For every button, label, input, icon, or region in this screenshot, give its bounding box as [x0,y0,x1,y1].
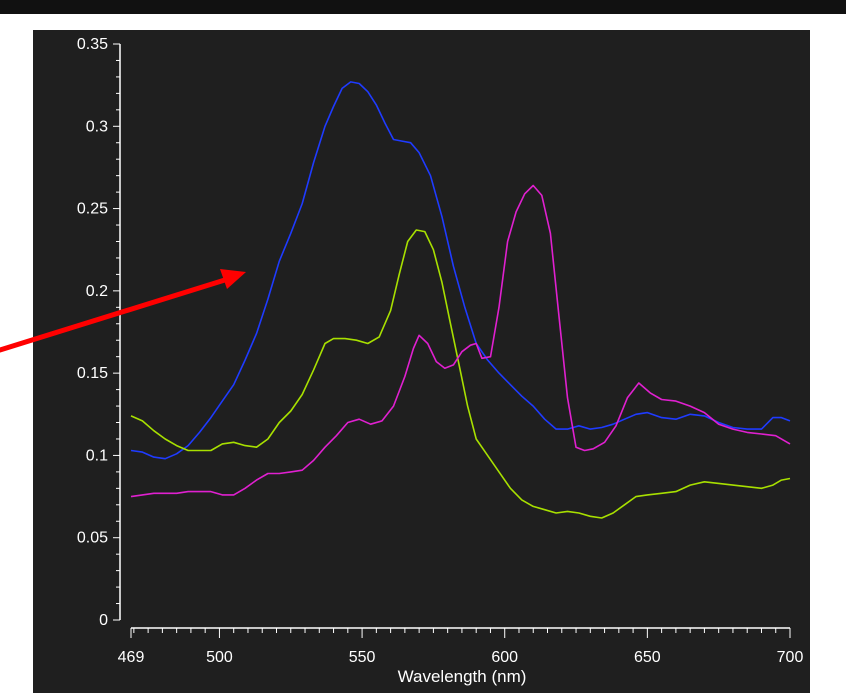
y-tick-label: 0.35 [77,36,108,53]
x-tick-label: 469 [118,649,145,666]
y-tick-label: 0.1 [86,447,108,464]
x-tick-label: 700 [777,649,804,666]
y-axis-ticks: 0 0.05 0.1 0.15 0.2 0.25 0.3 0.35 [77,36,120,629]
y-tick-label: 0.2 [86,283,108,300]
x-axis-title: Wavelength (nm) [398,667,527,686]
y-tick-label: 0.15 [77,365,108,382]
x-tick-label: 500 [206,649,233,666]
y-tick-label: 0.25 [77,201,108,218]
plot-background [33,30,810,693]
x-tick-label: 550 [349,649,376,666]
x-axis-ticks: 469 500 550 600 650 700 [118,628,804,666]
y-tick-label: 0 [99,612,108,629]
y-tick-label: 0.3 [86,118,108,135]
series-line-2 [130,229,791,519]
y-tick-label: 0.05 [77,530,108,547]
annotation-arrow [0,269,246,353]
series-line-1 [130,81,791,460]
cropped-heading-strip [0,0,846,14]
series-layer [130,81,791,519]
x-tick-label: 600 [491,649,518,666]
x-tick-label: 650 [634,649,661,666]
series-line-3 [130,184,791,498]
